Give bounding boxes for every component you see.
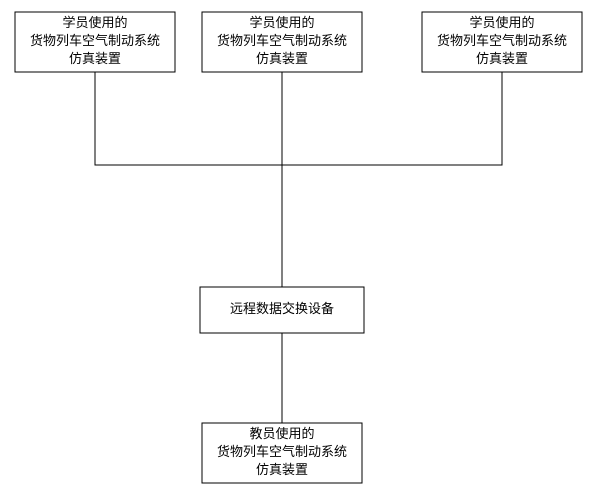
node-top_left: 学员使用的货物列车空气制动系统仿真装置 [15, 12, 175, 72]
edges-layer [95, 72, 502, 423]
system-diagram: 学员使用的货物列车空气制动系统仿真装置学员使用的货物列车空气制动系统仿真装置学员… [0, 0, 611, 500]
edge-0 [95, 72, 282, 287]
node-label-teacher-line1: 货物列车空气制动系统 [217, 444, 347, 459]
node-top_mid: 学员使用的货物列车空气制动系统仿真装置 [202, 12, 362, 72]
node-teacher: 教员使用的货物列车空气制动系统仿真装置 [202, 423, 362, 483]
node-label-top_mid-line0: 学员使用的 [249, 15, 314, 30]
node-label-top_left-line2: 仿真装置 [69, 51, 121, 66]
node-label-teacher-line2: 仿真装置 [256, 462, 308, 477]
node-label-top_right-line0: 学员使用的 [469, 15, 534, 30]
node-label-top_right-line2: 仿真装置 [476, 51, 528, 66]
node-label-top_left-line1: 货物列车空气制动系统 [30, 33, 160, 48]
node-label-teacher-line0: 教员使用的 [249, 426, 314, 441]
node-label-top_mid-line2: 仿真装置 [256, 51, 308, 66]
node-exchange: 远程数据交换设备 [200, 287, 364, 333]
node-label-top_left-line0: 学员使用的 [62, 15, 127, 30]
edge-2 [282, 72, 502, 165]
node-top_right: 学员使用的货物列车空气制动系统仿真装置 [422, 12, 582, 72]
node-label-top_mid-line1: 货物列车空气制动系统 [217, 33, 347, 48]
node-label-exchange-line0: 远程数据交换设备 [230, 301, 334, 316]
nodes-layer: 学员使用的货物列车空气制动系统仿真装置学员使用的货物列车空气制动系统仿真装置学员… [15, 12, 582, 483]
node-label-top_right-line1: 货物列车空气制动系统 [437, 33, 567, 48]
